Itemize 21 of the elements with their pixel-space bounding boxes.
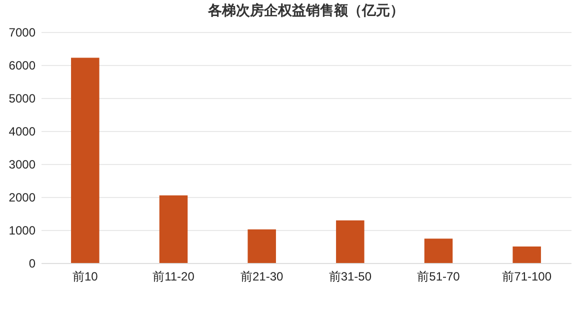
y-tick-label: 7000 (8, 26, 36, 40)
bar (248, 229, 276, 263)
x-tick-label: 前10 (72, 270, 98, 284)
bar (512, 246, 541, 263)
bar (159, 195, 188, 263)
bar (71, 58, 100, 263)
y-tick-label: 2000 (8, 190, 36, 204)
x-tick-label: 前71-100 (502, 270, 552, 284)
chart-title: 各梯次房企权益销售额（亿元） (207, 2, 404, 18)
y-tick-label: 0 (28, 256, 36, 270)
x-tick-label: 前31-50 (328, 270, 372, 284)
x-tick-label: 前21-30 (240, 270, 284, 284)
y-tick-label: 5000 (8, 92, 36, 106)
y-tick-label: 6000 (8, 58, 36, 72)
y-tick-label: 1000 (8, 224, 36, 238)
x-tick-label: 前11-20 (152, 270, 195, 284)
y-tick-label: 3000 (8, 158, 36, 172)
y-tick-label: 4000 (8, 124, 36, 138)
bar (336, 220, 364, 263)
bar (424, 238, 453, 263)
x-tick-label: 前51-70 (417, 270, 460, 284)
